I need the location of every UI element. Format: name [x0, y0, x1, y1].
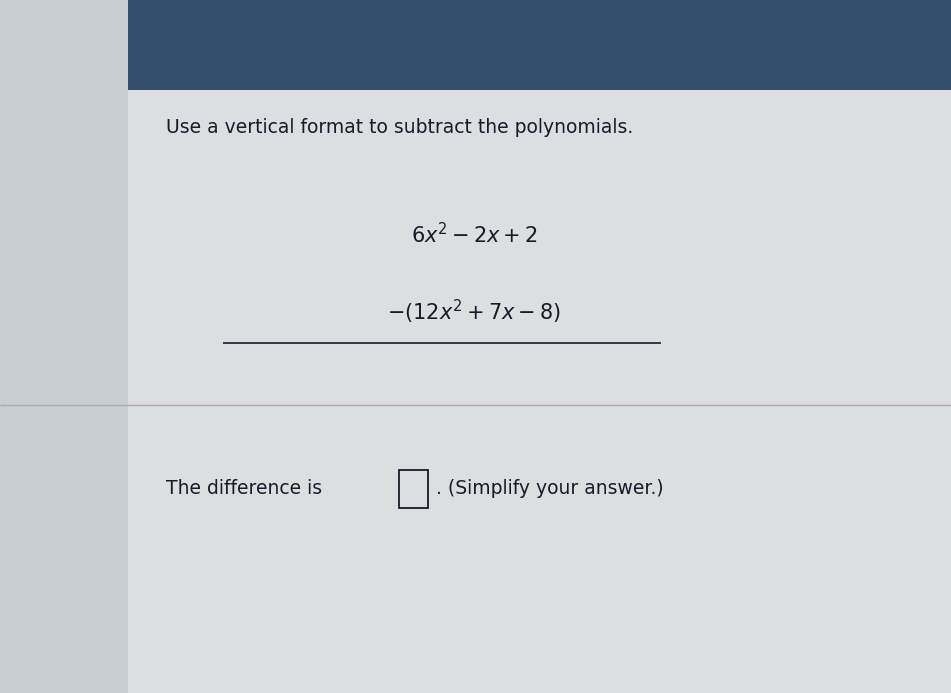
Text: The difference is: The difference is [166, 479, 328, 498]
Text: Use a vertical format to subtract the polynomials.: Use a vertical format to subtract the po… [166, 118, 633, 137]
FancyBboxPatch shape [399, 470, 428, 507]
FancyBboxPatch shape [128, 0, 951, 90]
FancyBboxPatch shape [0, 0, 128, 693]
Text: $-(12x^2 + 7x - 8)$: $-(12x^2 + 7x - 8)$ [387, 298, 561, 326]
FancyBboxPatch shape [128, 0, 951, 693]
Text: . (Simplify your answer.): . (Simplify your answer.) [436, 479, 663, 498]
Text: $6x^2 - 2x + 2$: $6x^2 - 2x + 2$ [411, 222, 537, 247]
